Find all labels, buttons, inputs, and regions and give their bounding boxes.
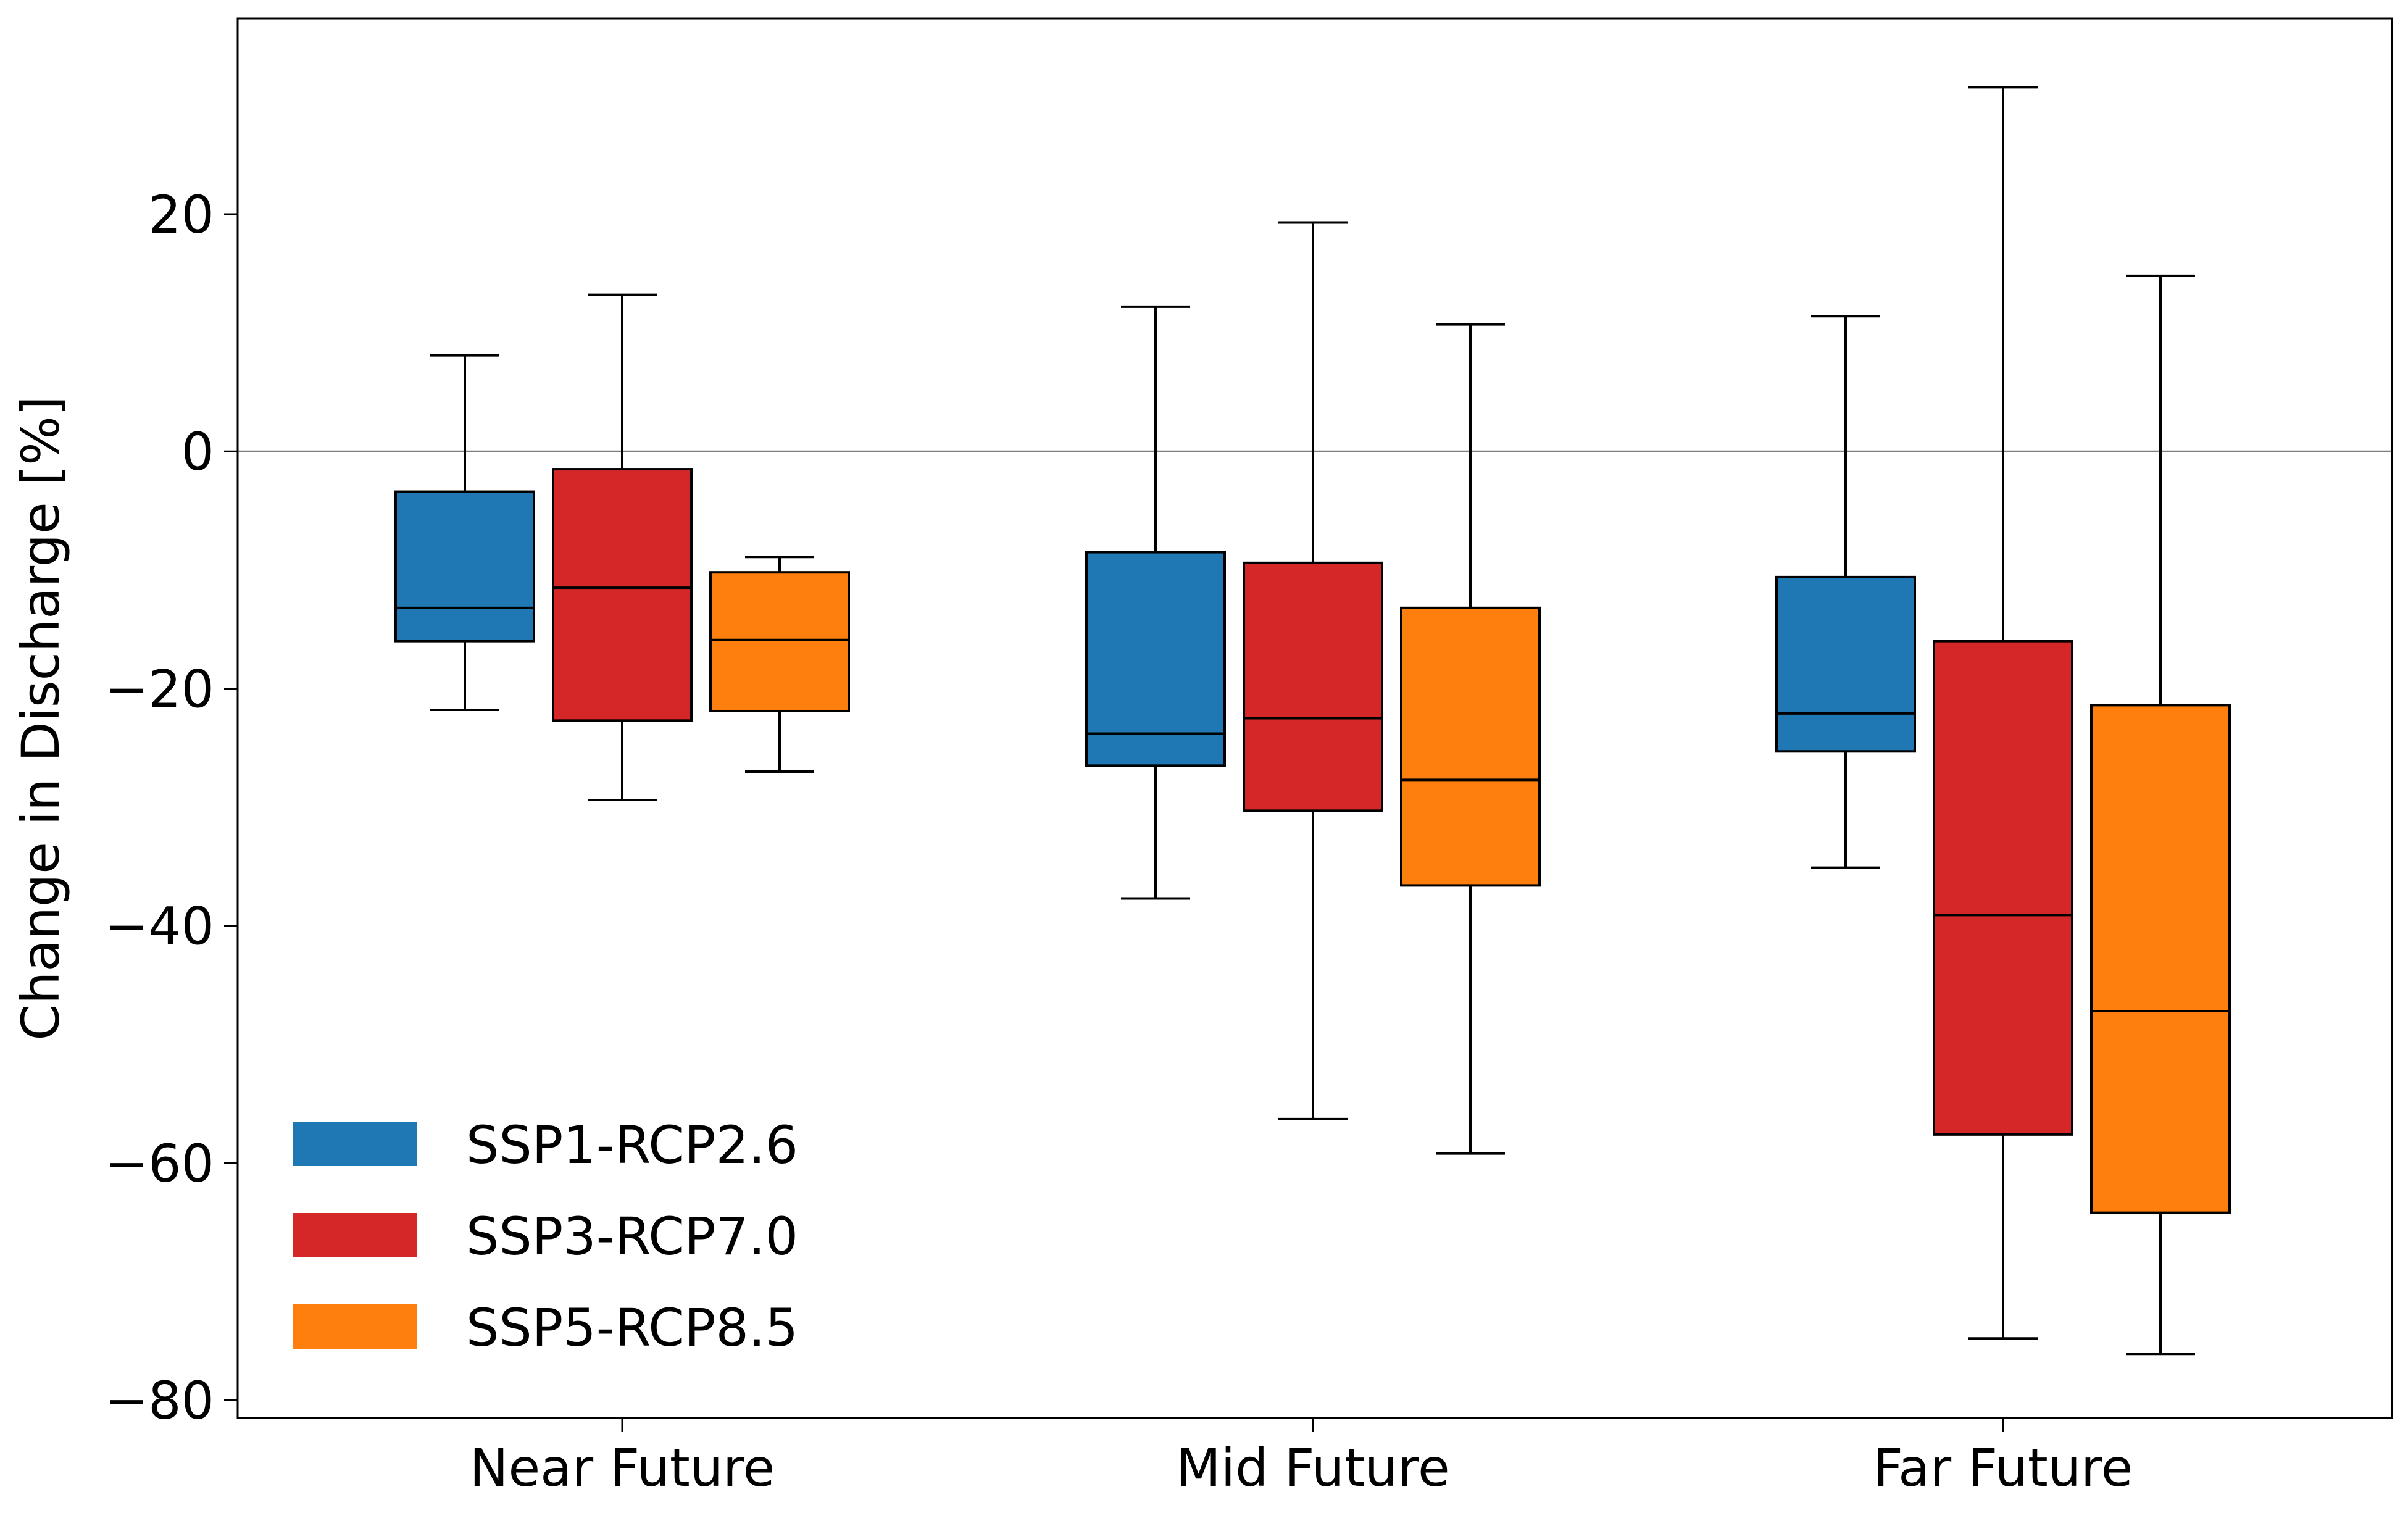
legend-swatch: [293, 1304, 417, 1349]
box-SSP3-RCP7.0-far-future: [1933, 86, 2073, 1340]
iqr-box: [1400, 606, 1541, 887]
x-axis: Near Future Mid Future Far Future: [470, 1418, 2133, 1498]
iqr-box: [1243, 561, 1383, 812]
iqr-box: [709, 571, 850, 712]
iqr-box: [2090, 704, 2231, 1214]
y-tick-label: −40: [105, 896, 214, 957]
legend-swatch: [293, 1122, 417, 1166]
box-SSP5-RCP8.5-near-future: [709, 556, 850, 773]
y-axis: 20 0 −20 −40 −60 −80: [105, 185, 238, 1431]
y-tick-label: 20: [148, 185, 214, 245]
legend-item: SSP3-RCP7.0: [293, 1206, 798, 1267]
legend-label: SSP5-RCP8.5: [466, 1298, 798, 1358]
iqr-box: [1775, 575, 1916, 753]
legend-swatch: [293, 1213, 417, 1257]
box-SSP1-RCP2.6-near-future: [394, 354, 535, 712]
box-SSP1-RCP2.6-far-future: [1775, 315, 1916, 869]
iqr-box: [1933, 640, 2073, 1136]
iqr-box: [394, 490, 535, 643]
plot-frame: [236, 17, 2393, 1419]
x-tick-label: Far Future: [1873, 1438, 2133, 1498]
legend-item: SSP1-RCP2.6: [293, 1115, 798, 1175]
y-axis-label: Change in Discharge [%]: [10, 396, 71, 1040]
legend-label: SSP1-RCP2.6: [466, 1115, 798, 1175]
boxes-layer: [394, 86, 2231, 1356]
iqr-box: [1085, 551, 1226, 767]
y-tick-label: −80: [105, 1370, 214, 1431]
y-tick-label: 0: [181, 422, 214, 482]
y-tick-label: −60: [105, 1133, 214, 1194]
legend: SSP1-RCP2.6 SSP3-RCP7.0 SSP5-RCP8.5: [293, 1115, 798, 1358]
x-tick-label: Mid Future: [1176, 1438, 1449, 1498]
legend-label: SSP3-RCP7.0: [466, 1206, 798, 1267]
y-tick-label: −20: [105, 659, 214, 719]
box-SSP5-RCP8.5-mid-future: [1400, 323, 1541, 1155]
box-SSP3-RCP7.0-mid-future: [1243, 221, 1383, 1120]
x-tick-label: Near Future: [470, 1438, 775, 1498]
legend-item: SSP5-RCP8.5: [293, 1298, 798, 1358]
box-SSP1-RCP2.6-mid-future: [1085, 305, 1226, 900]
box-SSP5-RCP8.5-far-future: [2090, 274, 2231, 1356]
box-SSP3-RCP7.0-near-future: [552, 293, 693, 802]
iqr-box: [552, 468, 693, 722]
